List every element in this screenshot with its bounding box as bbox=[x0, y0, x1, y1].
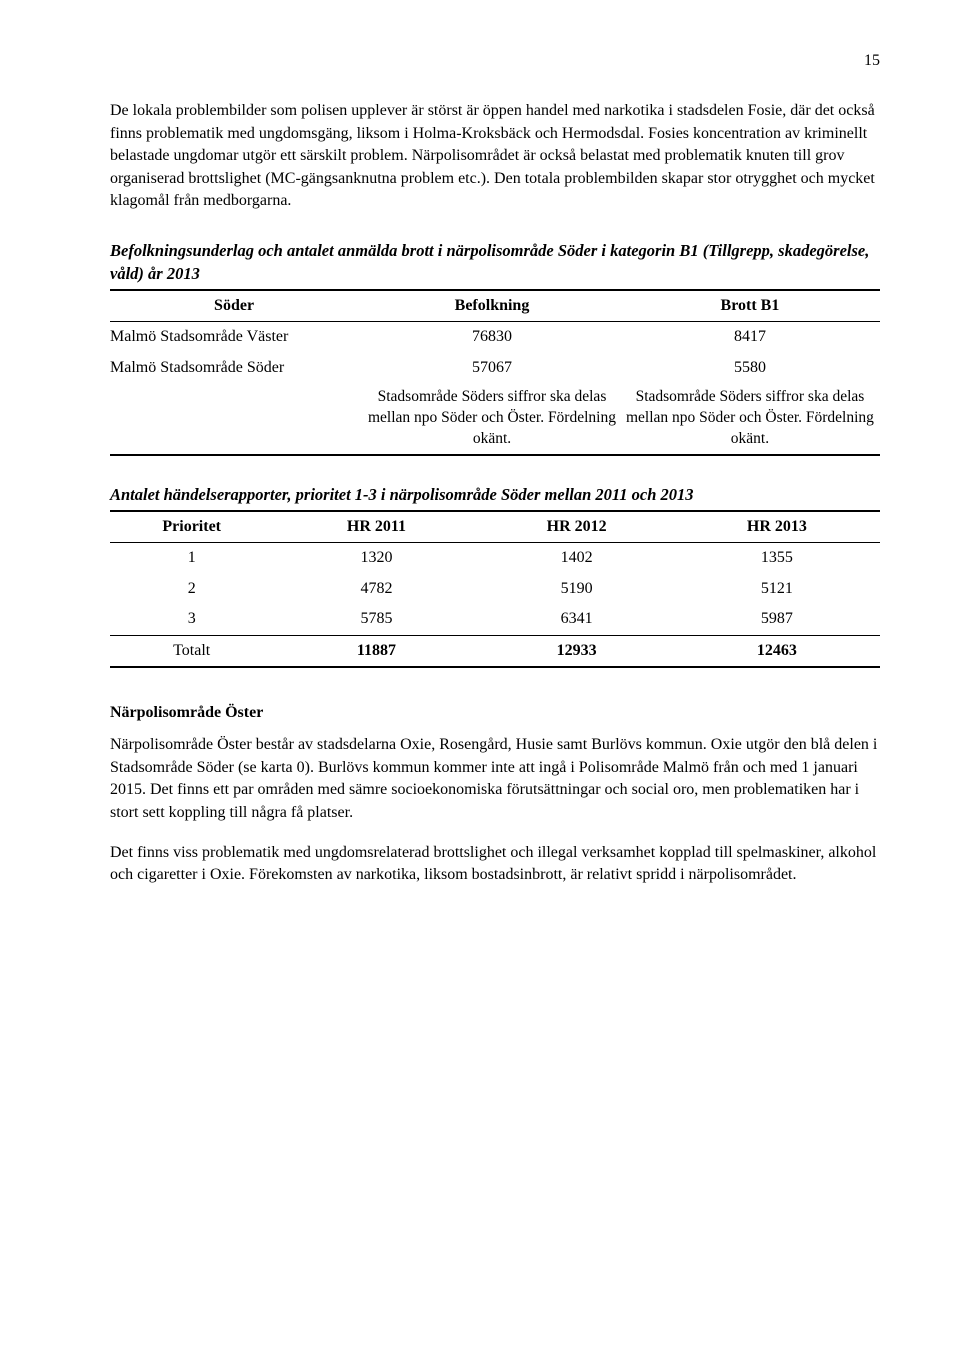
t2-h2: HR 2012 bbox=[480, 511, 680, 543]
t2-total-2: 12933 bbox=[480, 635, 680, 667]
paragraph-intro: De lokala problembilder som polisen uppl… bbox=[110, 100, 880, 212]
t2-total-label: Totalt bbox=[110, 635, 279, 667]
table-row: Malmö Stadsområde Väster 76830 8417 bbox=[110, 322, 880, 353]
paragraph-oster-2: Det finns viss problematik med ungdomsre… bbox=[110, 842, 880, 887]
t1-r0c2: 8417 bbox=[626, 322, 880, 353]
t2-r2c0: 3 bbox=[110, 604, 279, 635]
t2-h0: Prioritet bbox=[110, 511, 279, 543]
t1-note-left: Stadsområde Söders siffror ska delas mel… bbox=[364, 383, 626, 455]
t2-total-1: 11887 bbox=[279, 635, 479, 667]
t2-r1c2: 5190 bbox=[480, 574, 680, 604]
t2-total-3: 12463 bbox=[680, 635, 880, 667]
table1-title: Befolkningsunderlag och antalet anmälda … bbox=[110, 240, 880, 285]
t2-h1: HR 2011 bbox=[279, 511, 479, 543]
t2-r0c0: 1 bbox=[110, 543, 279, 574]
t2-r2c2: 6341 bbox=[480, 604, 680, 635]
table-row: 1 1320 1402 1355 bbox=[110, 543, 880, 574]
t2-h3: HR 2013 bbox=[680, 511, 880, 543]
t2-r2c1: 5785 bbox=[279, 604, 479, 635]
t2-r0c2: 1402 bbox=[480, 543, 680, 574]
table2: Prioritet HR 2011 HR 2012 HR 2013 1 1320… bbox=[110, 510, 880, 668]
table-row: 3 5785 6341 5987 bbox=[110, 604, 880, 635]
t2-r0c3: 1355 bbox=[680, 543, 880, 574]
t1-h2: Brott B1 bbox=[626, 290, 880, 322]
t1-h0: Söder bbox=[110, 290, 364, 322]
page-number: 15 bbox=[110, 50, 880, 72]
paragraph-oster-1: Närpolisområde Öster består av stadsdela… bbox=[110, 734, 880, 824]
t2-r1c3: 5121 bbox=[680, 574, 880, 604]
t1-r1c1: 57067 bbox=[364, 353, 626, 383]
table-row-total: Totalt 11887 12933 12463 bbox=[110, 635, 880, 667]
t2-r0c1: 1320 bbox=[279, 543, 479, 574]
t1-note-right: Stadsområde Söders siffror ska delas mel… bbox=[626, 383, 880, 455]
t1-r0c0: Malmö Stadsområde Väster bbox=[110, 322, 364, 353]
t1-r1c0: Malmö Stadsområde Söder bbox=[110, 353, 364, 383]
t2-r1c0: 2 bbox=[110, 574, 279, 604]
table1: Söder Befolkning Brott B1 Malmö Stadsomr… bbox=[110, 289, 880, 456]
table2-title: Antalet händelserapporter, prioritet 1-3… bbox=[110, 484, 880, 506]
section-heading-oster: Närpolisområde Öster bbox=[110, 702, 880, 724]
table-row: 2 4782 5190 5121 bbox=[110, 574, 880, 604]
table-row: Malmö Stadsområde Söder 57067 5580 bbox=[110, 353, 880, 383]
t2-r2c3: 5987 bbox=[680, 604, 880, 635]
t1-h1: Befolkning bbox=[364, 290, 626, 322]
t1-r1c2: 5580 bbox=[626, 353, 880, 383]
t2-r1c1: 4782 bbox=[279, 574, 479, 604]
t1-r0c1: 76830 bbox=[364, 322, 626, 353]
table-row-note: Stadsområde Söders siffror ska delas mel… bbox=[110, 383, 880, 455]
